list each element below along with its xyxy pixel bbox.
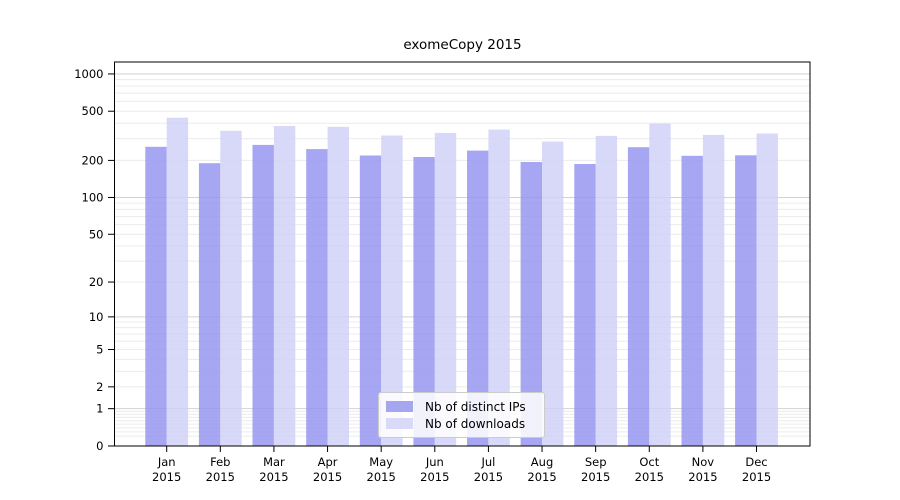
y-tick-label: 5 bbox=[96, 343, 103, 357]
bar-jun-downloads bbox=[434, 132, 457, 446]
x-tick-label-month: Apr bbox=[318, 455, 338, 469]
bar-dec-downloads bbox=[756, 133, 778, 446]
x-tick-label-month: Jul bbox=[480, 455, 495, 469]
bar-aug-distinct-ips bbox=[520, 162, 542, 446]
bar-mar-distinct-ips bbox=[252, 144, 274, 446]
x-tick-label-year: 2015 bbox=[635, 470, 664, 484]
x-tick-label-year: 2015 bbox=[259, 470, 288, 484]
bar-sep-downloads bbox=[595, 135, 618, 446]
legend: Nb of distinct IPs Nb of downloads bbox=[378, 392, 545, 438]
x-tick-label-month: May bbox=[369, 455, 393, 469]
y-tick-label: 100 bbox=[82, 190, 104, 204]
bar-may-downloads bbox=[381, 135, 403, 446]
x-tick-label-month: Oct bbox=[639, 455, 659, 469]
bar-may-distinct-ips bbox=[359, 155, 382, 446]
x-tick-label-year: 2015 bbox=[474, 470, 503, 484]
x-tick-label-month: Dec bbox=[745, 455, 767, 469]
axis-frame bbox=[114, 61, 811, 447]
bar-jan-distinct-ips bbox=[145, 146, 167, 447]
x-tick-label-month: Feb bbox=[210, 455, 230, 469]
bar-sep-distinct-ips bbox=[574, 164, 596, 446]
bar-mar-downloads bbox=[273, 126, 296, 446]
legend-item-distinct-ips: Nb of distinct IPs bbox=[386, 398, 536, 415]
legend-swatch-distinct-ips bbox=[386, 401, 413, 412]
y-tick-label: 20 bbox=[89, 275, 104, 289]
x-tick-label-year: 2015 bbox=[742, 470, 771, 484]
y-tick-label: 2 bbox=[96, 380, 103, 394]
bar-apr-distinct-ips bbox=[306, 149, 328, 446]
x-tick-label-month: Mar bbox=[263, 455, 285, 469]
legend-swatch-downloads bbox=[386, 418, 413, 429]
bar-dec-distinct-ips bbox=[735, 155, 757, 447]
x-tick-label-month: Sep bbox=[585, 455, 607, 469]
x-tick-label-year: 2015 bbox=[581, 470, 610, 484]
y-tick-label: 500 bbox=[82, 104, 104, 118]
x-tick-label-year: 2015 bbox=[313, 470, 342, 484]
bar-jul-distinct-ips bbox=[467, 150, 489, 446]
y-tick-label: 0 bbox=[96, 439, 103, 453]
x-tick-label-month: Nov bbox=[692, 455, 715, 469]
x-tick-label-year: 2015 bbox=[420, 470, 449, 484]
legend-label-downloads: Nb of downloads bbox=[425, 416, 526, 431]
y-tick-label: 50 bbox=[89, 227, 104, 241]
bar-feb-distinct-ips bbox=[198, 163, 221, 446]
x-tick-label-year: 2015 bbox=[688, 470, 717, 484]
bar-jan-downloads bbox=[166, 117, 189, 446]
y-tick-label: 10 bbox=[89, 310, 104, 324]
x-tick-label-year: 2015 bbox=[152, 470, 181, 484]
bar-aug-downloads bbox=[542, 141, 564, 446]
y-tick-label: 1 bbox=[96, 402, 103, 416]
bar-oct-downloads bbox=[649, 123, 671, 446]
bar-nov-distinct-ips bbox=[681, 155, 703, 447]
x-tick-label-year: 2015 bbox=[206, 470, 235, 484]
legend-label-distinct-ips: Nb of distinct IPs bbox=[425, 399, 526, 414]
bar-nov-downloads bbox=[702, 134, 725, 446]
x-tick-label-month: Jan bbox=[157, 455, 176, 469]
bar-jul-downloads bbox=[488, 129, 510, 446]
y-tick-label: 1000 bbox=[74, 67, 103, 81]
bar-oct-distinct-ips bbox=[627, 147, 650, 446]
bar-feb-downloads bbox=[220, 130, 242, 447]
x-tick-label-month: Jun bbox=[425, 455, 444, 469]
x-tick-label-year: 2015 bbox=[527, 470, 556, 484]
x-tick-label-year: 2015 bbox=[367, 470, 396, 484]
legend-item-downloads: Nb of downloads bbox=[386, 415, 536, 432]
chart-title: exomeCopy 2015 bbox=[403, 37, 522, 53]
bar-apr-downloads bbox=[327, 126, 349, 447]
x-tick-label-month: Aug bbox=[531, 455, 553, 469]
bar-jun-distinct-ips bbox=[413, 157, 435, 446]
y-tick-label: 200 bbox=[82, 153, 104, 167]
